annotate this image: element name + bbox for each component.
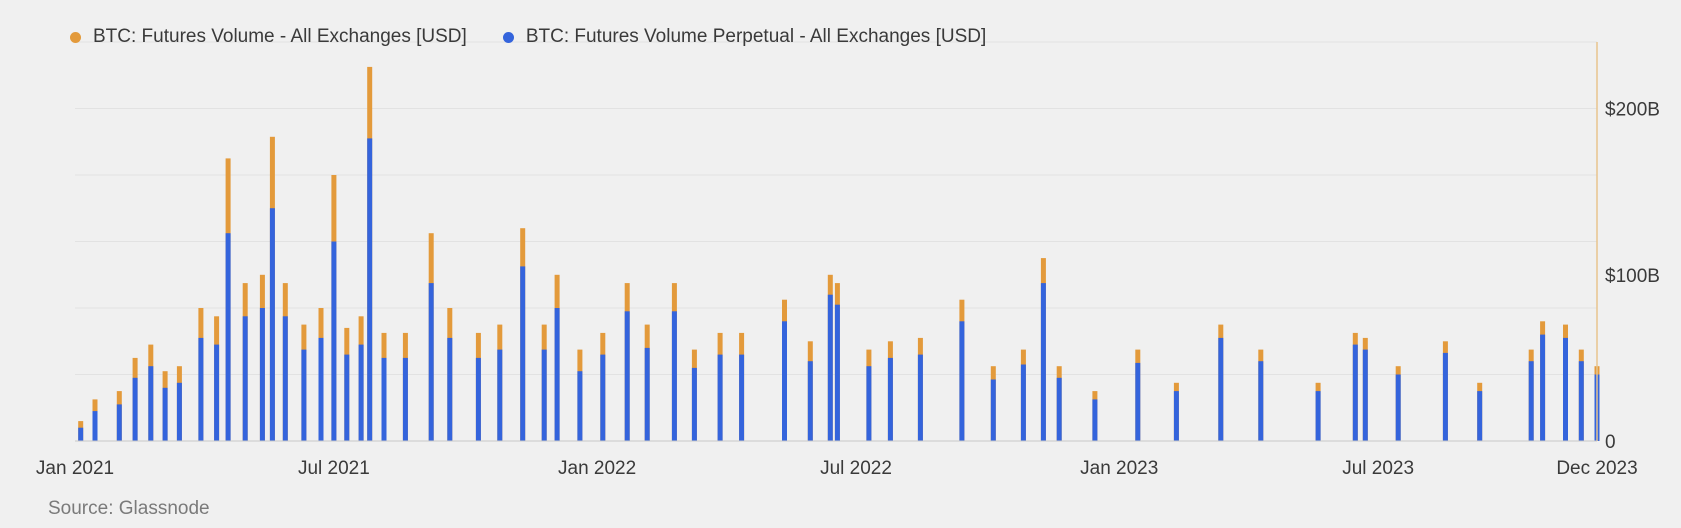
bar-perpetual-volume[interactable] bbox=[827, 294, 833, 441]
bar-perpetual-volume[interactable] bbox=[176, 382, 182, 441]
x-tick-label: Jul 2022 bbox=[820, 458, 892, 479]
bar-perpetual-volume[interactable] bbox=[162, 387, 168, 441]
source-note: Source: Glassnode bbox=[48, 498, 210, 519]
bar-perpetual-volume[interactable] bbox=[644, 347, 650, 441]
bar-perpetual-volume[interactable] bbox=[1173, 391, 1179, 441]
grid-lines bbox=[75, 41, 1597, 375]
bar-perpetual-volume[interactable] bbox=[691, 367, 697, 441]
bar-perpetual-volume[interactable] bbox=[1258, 361, 1264, 441]
bar-perpetual-volume[interactable] bbox=[1352, 344, 1358, 441]
bar-perpetual-volume[interactable] bbox=[497, 349, 503, 441]
y-axis-ticks: 0 $100B $200B bbox=[1605, 100, 1660, 454]
y-tick-label: $100B bbox=[1605, 266, 1660, 287]
legend-dot-orange-icon bbox=[70, 31, 81, 43]
bar-perpetual-volume[interactable] bbox=[807, 361, 813, 441]
bar-perpetual-volume[interactable] bbox=[577, 371, 583, 441]
x-tick-label: Dec 2023 bbox=[1556, 458, 1637, 479]
bar-perpetual-volume[interactable] bbox=[1477, 391, 1483, 441]
bar-perpetual-volume[interactable] bbox=[214, 344, 220, 441]
bar-perpetual-volume[interactable] bbox=[541, 349, 547, 441]
bar-perpetual-volume[interactable] bbox=[344, 354, 350, 441]
legend-label-perpetual: BTC: Futures Volume Perpetual - All Exch… bbox=[525, 26, 987, 47]
y-tick-label: 0 bbox=[1605, 432, 1616, 453]
bar-perpetual-volume[interactable] bbox=[959, 321, 965, 441]
bar-perpetual-volume[interactable] bbox=[671, 311, 677, 441]
bar-perpetual-volume[interactable] bbox=[1315, 391, 1321, 441]
bar-perpetual-volume[interactable] bbox=[242, 316, 248, 441]
bar-perpetual-volume[interactable] bbox=[554, 308, 560, 441]
bar-perpetual-volume[interactable] bbox=[739, 354, 745, 441]
legend-label-total: BTC: Futures Volume - All Exchanges [USD… bbox=[93, 26, 467, 47]
legend-item-perpetual[interactable]: BTC: Futures Volume Perpetual - All Exch… bbox=[502, 26, 987, 48]
bar-perpetual-volume[interactable] bbox=[428, 283, 434, 441]
bar-perpetual-volume[interactable] bbox=[447, 337, 453, 441]
bar-perpetual-volume[interactable] bbox=[1135, 362, 1141, 441]
x-tick-label: Jan 2022 bbox=[558, 458, 636, 479]
bar-perpetual-volume[interactable] bbox=[1540, 334, 1546, 441]
bar-perpetual-volume[interactable] bbox=[782, 321, 787, 441]
bar-perpetual-volume[interactable] bbox=[624, 311, 630, 441]
bar-perpetual-volume[interactable] bbox=[282, 316, 288, 441]
bar-perpetual-volume[interactable] bbox=[834, 304, 840, 441]
bar-perpetual-volume[interactable] bbox=[301, 349, 307, 441]
bar-perpetual-volume[interactable] bbox=[148, 366, 154, 441]
bar-perpetual-volume[interactable] bbox=[269, 208, 275, 441]
bar-perpetual-volume[interactable] bbox=[358, 344, 364, 441]
bar-perpetual-volume[interactable] bbox=[917, 354, 923, 441]
bar-perpetual-volume[interactable] bbox=[1056, 377, 1062, 441]
bar-perpetual-volume[interactable] bbox=[866, 366, 872, 441]
x-tick-label: Jul 2021 bbox=[298, 458, 370, 479]
bar-perpetual-volume[interactable] bbox=[367, 138, 373, 441]
bar-perpetual-volume[interactable] bbox=[225, 233, 231, 441]
bar-perpetual-volume[interactable] bbox=[116, 404, 122, 441]
legend-dot-blue-icon bbox=[502, 31, 514, 43]
bar-perpetual-volume[interactable] bbox=[1578, 361, 1584, 441]
x-tick-label: Jan 2023 bbox=[1080, 458, 1158, 479]
bar-perpetual-volume[interactable] bbox=[92, 411, 98, 441]
bar-perpetual-volume[interactable] bbox=[1528, 361, 1534, 441]
bar-perpetual-volume[interactable] bbox=[331, 241, 337, 442]
bar-perpetual-volume[interactable] bbox=[475, 357, 481, 441]
bar-perpetual-volume[interactable] bbox=[402, 357, 408, 441]
x-tick-label: Jan 2021 bbox=[36, 458, 114, 479]
bar-perpetual-volume[interactable] bbox=[1020, 364, 1026, 442]
bar-perpetual-volume[interactable] bbox=[1395, 374, 1401, 442]
y-tick-label: $200B bbox=[1605, 100, 1660, 121]
bar-perpetual-volume[interactable] bbox=[132, 377, 138, 441]
bar-perpetual-volume[interactable] bbox=[1442, 352, 1448, 441]
bar-perpetual-volume[interactable] bbox=[1092, 399, 1098, 441]
bar-perpetual-volume[interactable] bbox=[887, 357, 893, 441]
series-perpetual-bars bbox=[78, 138, 1600, 442]
bar-perpetual-volume[interactable] bbox=[381, 357, 387, 441]
x-axis-ticks: Jan 2021 Jul 2021 Jan 2022 Jul 2022 Jan 2023… bbox=[36, 458, 1638, 479]
bar-perpetual-volume[interactable] bbox=[198, 337, 204, 441]
bar-perpetual-volume[interactable] bbox=[1040, 283, 1046, 441]
bar-perpetual-volume[interactable] bbox=[600, 354, 606, 441]
bar-perpetual-volume[interactable] bbox=[1218, 337, 1224, 441]
x-tick-label: Jul 2023 bbox=[1342, 458, 1414, 479]
bar-perpetual-volume[interactable] bbox=[259, 308, 265, 441]
bar-perpetual-volume[interactable] bbox=[717, 354, 723, 441]
bar-perpetual-volume[interactable] bbox=[1563, 337, 1568, 441]
bar-perpetual-volume[interactable] bbox=[1362, 349, 1368, 441]
bar-perpetual-volume[interactable] bbox=[520, 266, 526, 441]
bar-perpetual-volume[interactable] bbox=[78, 427, 84, 441]
bar-perpetual-volume[interactable] bbox=[318, 337, 324, 441]
chart-legend: BTC: Futures Volume - All Exchanges [USD… bbox=[70, 26, 986, 48]
bar-perpetual-volume[interactable] bbox=[990, 379, 996, 442]
legend-item-total[interactable]: BTC: Futures Volume - All Exchanges [USD… bbox=[70, 26, 467, 48]
